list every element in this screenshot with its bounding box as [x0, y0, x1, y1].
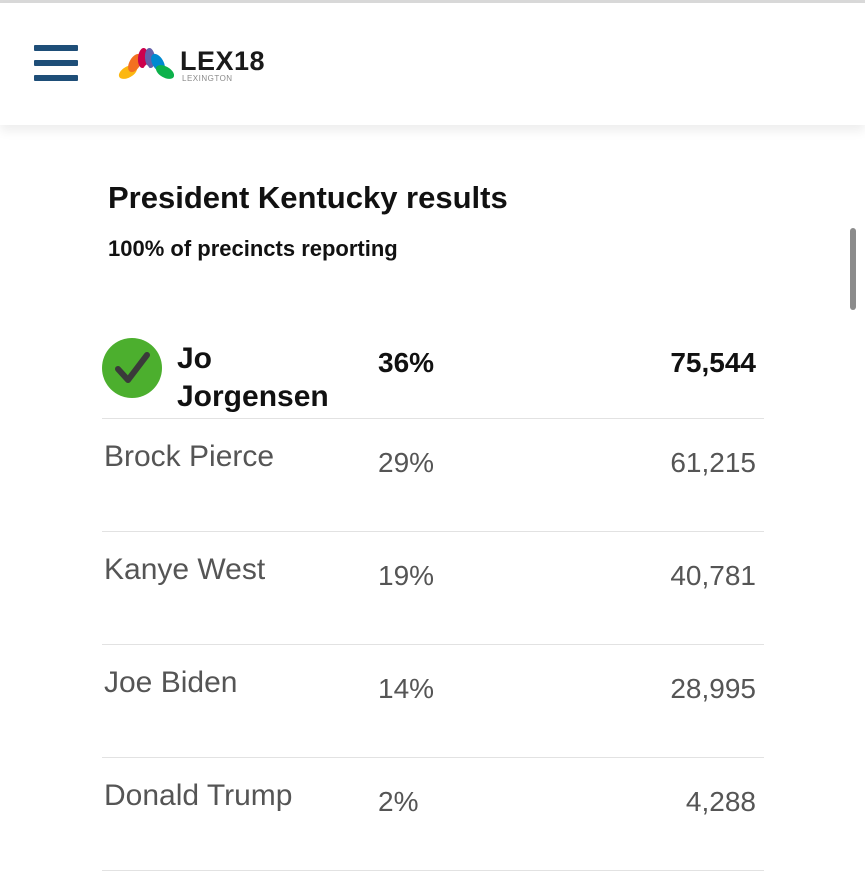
result-row-west: Kanye West 19% 40,781	[102, 532, 764, 645]
reporting-status: 100% of precincts reporting	[108, 236, 398, 261]
candidate-name: Donald Trump	[104, 779, 293, 812]
candidate-name: Kanye West	[104, 553, 266, 586]
result-row-trump: Donald Trump 2% 4,288	[102, 758, 764, 871]
vote-percent: 14%	[378, 673, 435, 704]
candidate-name: Jo Jorgensen	[177, 342, 329, 413]
candidate-name: Brock Pierce	[104, 440, 275, 473]
vote-count: 28,995	[670, 673, 756, 704]
result-row-pierce: Brock Pierce 29% 61,215	[102, 419, 764, 532]
result-row-biden: Joe Biden 14% 28,995	[102, 645, 764, 758]
winner-check-icon	[102, 338, 162, 398]
vote-count: 75,544	[670, 347, 756, 378]
vote-count: 40,781	[670, 560, 756, 591]
page-title: President Kentucky results	[108, 180, 508, 215]
vote-count: 4,288	[685, 786, 756, 817]
scrollbar[interactable]	[850, 228, 856, 310]
peacock-logo-icon	[118, 48, 174, 81]
vote-percent: 29%	[378, 447, 435, 478]
candidate-name: Joe Biden	[104, 666, 238, 699]
logo-text: LEX18	[180, 46, 266, 76]
vote-percent: 19%	[378, 560, 435, 591]
results-table: Jo Jorgensen 36% 75,544 Brock Pierce 29%…	[102, 332, 764, 871]
vote-percent: 36%	[378, 347, 435, 378]
lex18-logo[interactable]: LEX18 LEXINGTON	[118, 46, 318, 87]
hamburger-menu-icon[interactable]	[34, 45, 78, 81]
vote-count: 61,215	[670, 447, 756, 478]
site-header: LEX18 LEXINGTON	[0, 3, 865, 125]
result-row-jorgensen: Jo Jorgensen 36% 75,544	[102, 332, 764, 419]
top-border	[0, 0, 865, 3]
vote-percent: 2%	[378, 786, 419, 817]
logo-subtext: LEXINGTON	[182, 74, 233, 83]
